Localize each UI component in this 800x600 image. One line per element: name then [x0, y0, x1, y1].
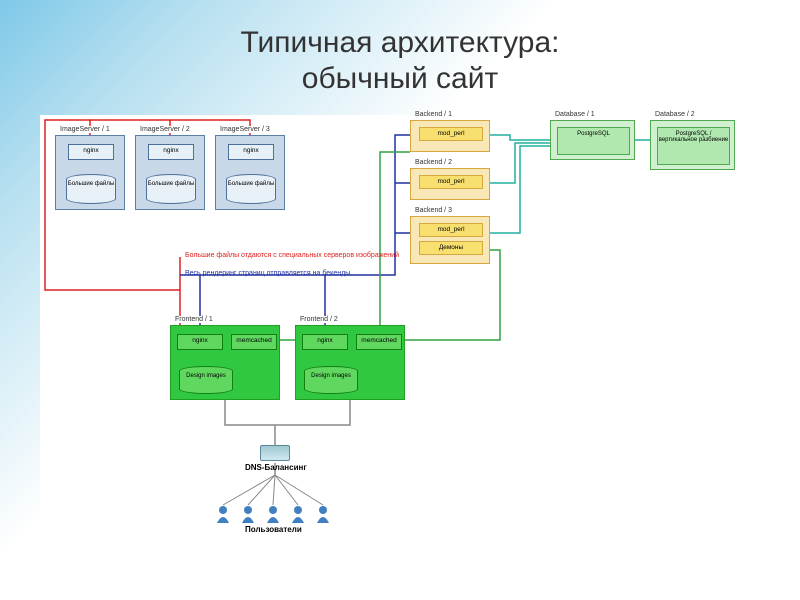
nginx-box: nginx [228, 144, 274, 160]
user-icon [217, 506, 229, 523]
database-1: Database / 1PostgreSQL [550, 120, 635, 160]
image-server-label: ImageServer / 1 [59, 126, 111, 133]
page-title: Типичная архитектура: обычный сайт [0, 0, 800, 97]
nginx-box: nginx [148, 144, 194, 160]
backend-label: Backend / 2 [414, 159, 453, 166]
database-label: Database / 1 [554, 111, 596, 118]
frontend-component: nginx [302, 334, 348, 350]
frontend-1: Frontend / 1nginxmemcachedDesign images [170, 325, 280, 400]
dns-server-icon [260, 445, 290, 461]
backend-component: mod_perl [419, 223, 483, 237]
nginx-box: nginx [68, 144, 114, 160]
user-icon [267, 506, 279, 523]
backend-1: Backend / 1mod_perl [410, 120, 490, 152]
annotation-1: Большие файлы отдаются с специальных сер… [185, 252, 399, 259]
image-server-3: ImageServer / 3nginxБольшие файлы [215, 135, 285, 210]
design-images-storage: Design images [179, 366, 233, 394]
title-line-1: Типичная архитектура: [240, 26, 559, 59]
user-icon [292, 506, 304, 523]
design-images-storage: Design images [304, 366, 358, 394]
database-2: Database / 2PostgreSQL / вертикальное ра… [650, 120, 735, 170]
frontend-component: memcached [356, 334, 402, 350]
database-component: PostgreSQL [557, 127, 630, 155]
backend-2: Backend / 2mod_perl [410, 168, 490, 200]
users-label: Пользователи [245, 525, 302, 534]
storage-cylinder: Большие файлы [66, 174, 116, 204]
image-server-2: ImageServer / 2nginxБольшие файлы [135, 135, 205, 210]
user-icon [242, 506, 254, 523]
storage-cylinder: Большие файлы [146, 174, 196, 204]
dns-label: DNS-Балансинг [245, 463, 307, 472]
database-component: PostgreSQL / вертикальное разбиение [657, 127, 730, 165]
backend-label: Backend / 1 [414, 111, 453, 118]
frontend-component: nginx [177, 334, 223, 350]
frontend-label: Frontend / 2 [299, 316, 339, 323]
backend-component: Демоны [419, 241, 483, 255]
user-icon [317, 506, 329, 523]
backend-component: mod_perl [419, 127, 483, 141]
backend-3: Backend / 3mod_perlДемоны [410, 216, 490, 264]
image-server-label: ImageServer / 3 [219, 126, 271, 133]
architecture-diagram: ImageServer / 1 nginx Большие файлы ImageSe… [40, 115, 760, 575]
database-label: Database / 2 [654, 111, 696, 118]
backend-component: mod_perl [419, 175, 483, 189]
storage-cylinder: Большие файлы [226, 174, 276, 204]
image-server-1: ImageServer / 1nginxБольшие файлы [55, 135, 125, 210]
frontend-label: Frontend / 1 [174, 316, 214, 323]
image-server-label: ImageServer / 2 [139, 126, 191, 133]
frontend-component: memcached [231, 334, 277, 350]
frontend-2: Frontend / 2nginxmemcachedDesign images [295, 325, 405, 400]
title-line-2: обычный сайт [302, 62, 498, 95]
annotation-2: Весь рендеринг страниц отправляется на б… [185, 270, 350, 277]
backend-label: Backend / 3 [414, 207, 453, 214]
